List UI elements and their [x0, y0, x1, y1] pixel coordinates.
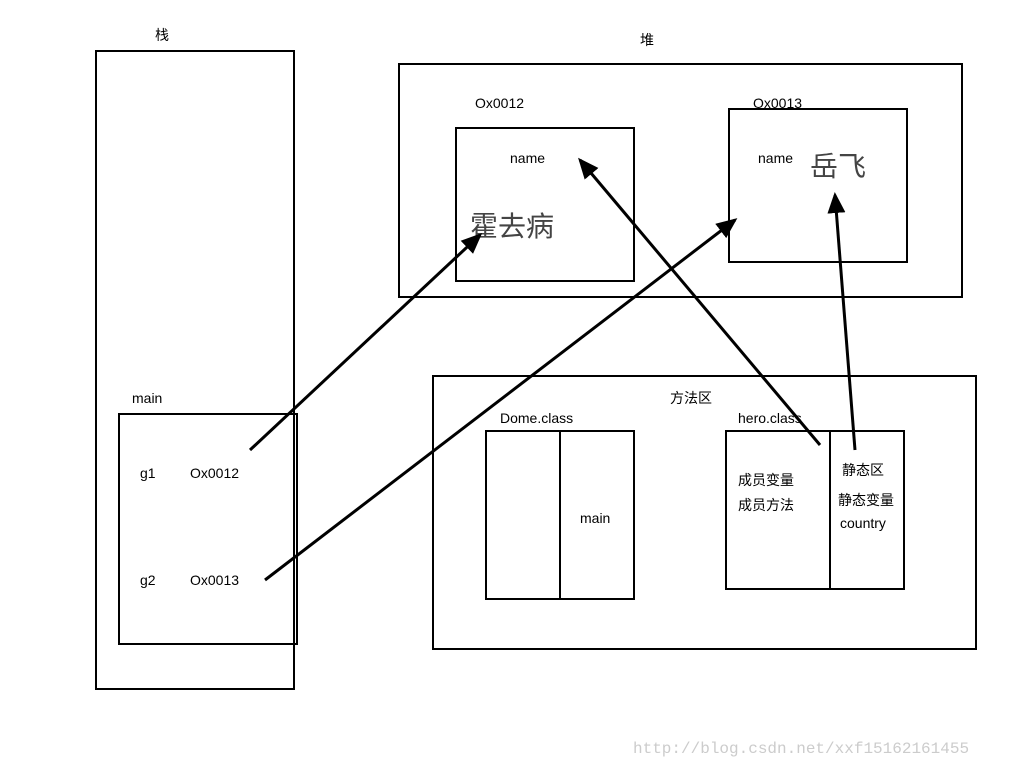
heap-title: 堆 — [640, 30, 654, 50]
g1-address: Ox0012 — [190, 465, 239, 481]
obj2-address: Ox0013 — [753, 95, 802, 111]
stack-main-frame — [118, 413, 298, 645]
method-area-title: 方法区 — [670, 388, 712, 408]
dome-main-label: main — [580, 510, 610, 526]
hero-static-var-label: 静态变量 — [838, 490, 894, 510]
obj2-value: 岳飞 — [810, 145, 866, 185]
obj1-address: Ox0012 — [475, 95, 524, 111]
obj2-field-name: name — [758, 150, 793, 166]
g2-address: Ox0013 — [190, 572, 239, 588]
hero-member-method-label: 成员方法 — [738, 495, 794, 515]
dome-class-box — [485, 430, 635, 600]
g2-label: g2 — [140, 572, 156, 588]
obj1-value: 霍去病 — [470, 205, 554, 245]
main-label: main — [132, 390, 162, 406]
heap-object2-box — [728, 108, 908, 263]
g1-label: g1 — [140, 465, 156, 481]
watermark-text: http://blog.csdn.net/xxf15162161455 — [633, 740, 969, 758]
hero-country-label: country — [840, 515, 886, 531]
obj1-field-name: name — [510, 150, 545, 166]
hero-member-var-label: 成员变量 — [738, 470, 794, 490]
hero-static-area-label: 静态区 — [842, 460, 884, 480]
dome-class-label: Dome.class — [500, 410, 573, 426]
hero-class-label: hero.class — [738, 410, 802, 426]
stack-title: 栈 — [155, 25, 169, 45]
